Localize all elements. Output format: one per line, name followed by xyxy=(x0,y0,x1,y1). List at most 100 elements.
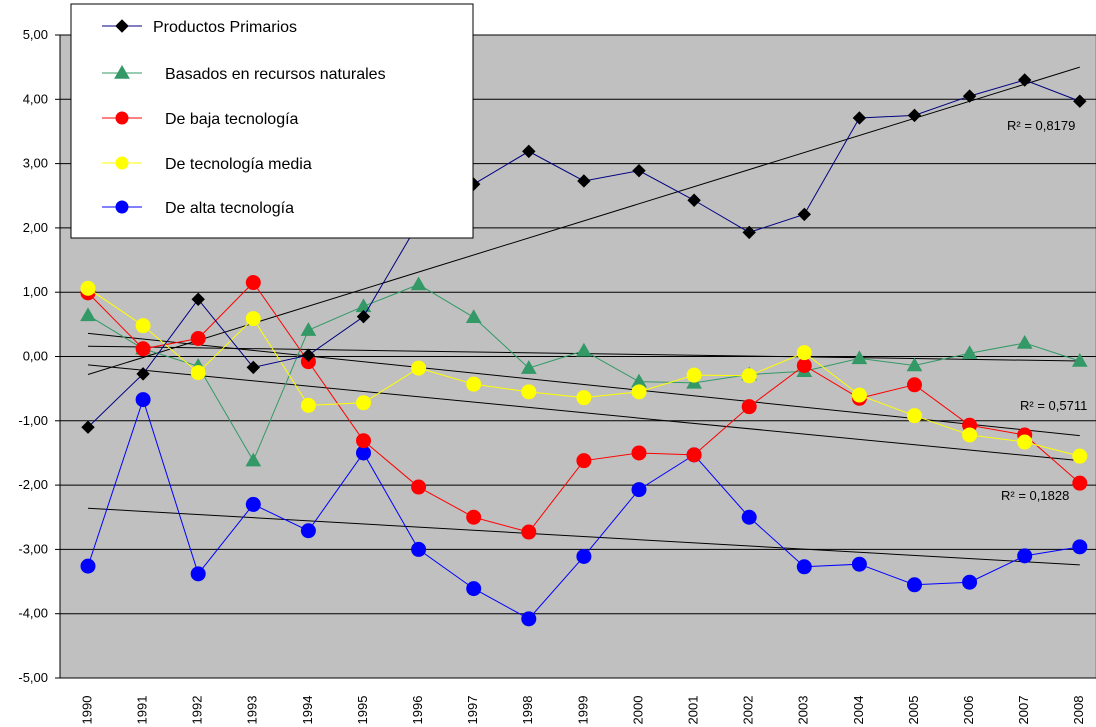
x-tick-label: 2003 xyxy=(796,696,811,725)
data-point xyxy=(741,368,757,384)
y-tick-label: -3,00 xyxy=(18,541,48,556)
series-3 xyxy=(80,280,1088,464)
data-point xyxy=(135,341,151,357)
data-point xyxy=(301,348,316,362)
data-point xyxy=(356,395,371,411)
data-point xyxy=(632,163,646,178)
data-point xyxy=(1017,434,1033,450)
x-tick-label: 2006 xyxy=(961,696,976,725)
x-tick-label: 2000 xyxy=(630,696,645,725)
series-0 xyxy=(81,73,1087,434)
legend-label: De baja tecnología xyxy=(165,111,299,128)
data-point xyxy=(80,307,96,322)
data-point xyxy=(356,309,371,324)
data-point xyxy=(907,108,922,123)
data-point xyxy=(115,111,129,125)
x-tick-label: 1995 xyxy=(355,696,370,725)
data-point xyxy=(741,399,757,415)
legend-label: Basados en recursos naturales xyxy=(165,66,386,83)
data-point xyxy=(797,207,812,222)
trendline xyxy=(87,364,1080,462)
data-point xyxy=(522,144,536,159)
data-point xyxy=(686,367,702,383)
data-point xyxy=(411,360,427,376)
data-point xyxy=(246,360,261,375)
data-point xyxy=(245,311,261,327)
data-point xyxy=(190,330,206,346)
x-tick-label: 2002 xyxy=(741,696,756,725)
data-point xyxy=(245,275,261,291)
data-point xyxy=(796,559,812,575)
data-point xyxy=(135,392,151,408)
x-tick-label: 1990 xyxy=(79,696,94,725)
data-point xyxy=(80,558,96,574)
data-point xyxy=(190,365,206,381)
data-point xyxy=(410,276,427,291)
data-point xyxy=(115,19,129,33)
y-tick-label: 3,00 xyxy=(23,156,48,171)
data-point xyxy=(576,453,592,469)
data-point xyxy=(796,358,812,374)
r-squared-label: R² = 0,1828 xyxy=(1001,488,1069,503)
data-point xyxy=(356,433,371,449)
x-tick-label: 1998 xyxy=(520,696,535,725)
data-point xyxy=(115,156,129,170)
data-point xyxy=(576,390,592,406)
data-point xyxy=(114,64,130,79)
legend-box xyxy=(70,3,474,239)
data-point xyxy=(907,377,922,393)
r-squared-label: R² = 0,8179 xyxy=(1007,118,1075,133)
y-tick-label: 4,00 xyxy=(23,91,48,106)
data-point xyxy=(521,611,537,627)
data-point xyxy=(300,322,317,336)
data-point xyxy=(466,581,482,597)
data-point xyxy=(742,225,756,240)
data-point xyxy=(961,345,978,360)
data-point xyxy=(411,541,427,557)
data-point xyxy=(1073,94,1087,108)
data-point xyxy=(115,200,129,214)
data-point xyxy=(466,376,482,392)
legend-label: De tecnología media xyxy=(165,156,312,173)
data-point xyxy=(962,89,977,103)
data-point xyxy=(1072,539,1088,555)
data-point xyxy=(741,509,757,525)
x-tick-label: 1992 xyxy=(190,696,205,725)
y-tick-label: -4,00 xyxy=(18,606,48,621)
data-point xyxy=(1072,475,1088,491)
data-point xyxy=(1017,548,1033,564)
x-tick-label: 2004 xyxy=(851,696,866,725)
x-tick-label: 1997 xyxy=(465,696,480,725)
series-4 xyxy=(80,392,1088,627)
y-tick-label: -1,00 xyxy=(18,413,48,428)
y-tick-label: 2,00 xyxy=(23,220,48,235)
data-point xyxy=(521,524,537,540)
data-point xyxy=(521,384,537,400)
data-point xyxy=(851,350,868,365)
y-tick-label: -5,00 xyxy=(18,670,48,685)
data-point xyxy=(466,509,482,525)
data-point xyxy=(1016,334,1033,349)
data-point xyxy=(81,420,95,434)
y-axis: 5,00 4,00 3,00 2,00 1,00 0,00 -1,00 -2,00 -3,00 -… xyxy=(18,27,61,685)
x-tick-label: 2005 xyxy=(906,696,921,725)
x-tick-label: 1996 xyxy=(410,696,425,725)
data-point xyxy=(906,357,923,372)
y-tick-label: 1,00 xyxy=(23,284,48,299)
data-point xyxy=(852,111,867,125)
data-point xyxy=(1017,73,1032,87)
data-point xyxy=(300,397,316,413)
legend-label: Productos Primarios xyxy=(153,19,297,36)
data-point xyxy=(190,566,206,582)
data-point xyxy=(907,577,922,593)
data-point xyxy=(191,292,205,306)
data-point xyxy=(686,447,702,463)
data-point xyxy=(576,342,592,357)
series xyxy=(80,73,1088,627)
data-point xyxy=(577,174,591,188)
x-tick-label: 1994 xyxy=(300,696,315,725)
data-point xyxy=(520,360,537,374)
x-tick-label: 1993 xyxy=(245,696,260,725)
legend-label: De alta tecnología xyxy=(165,200,294,217)
